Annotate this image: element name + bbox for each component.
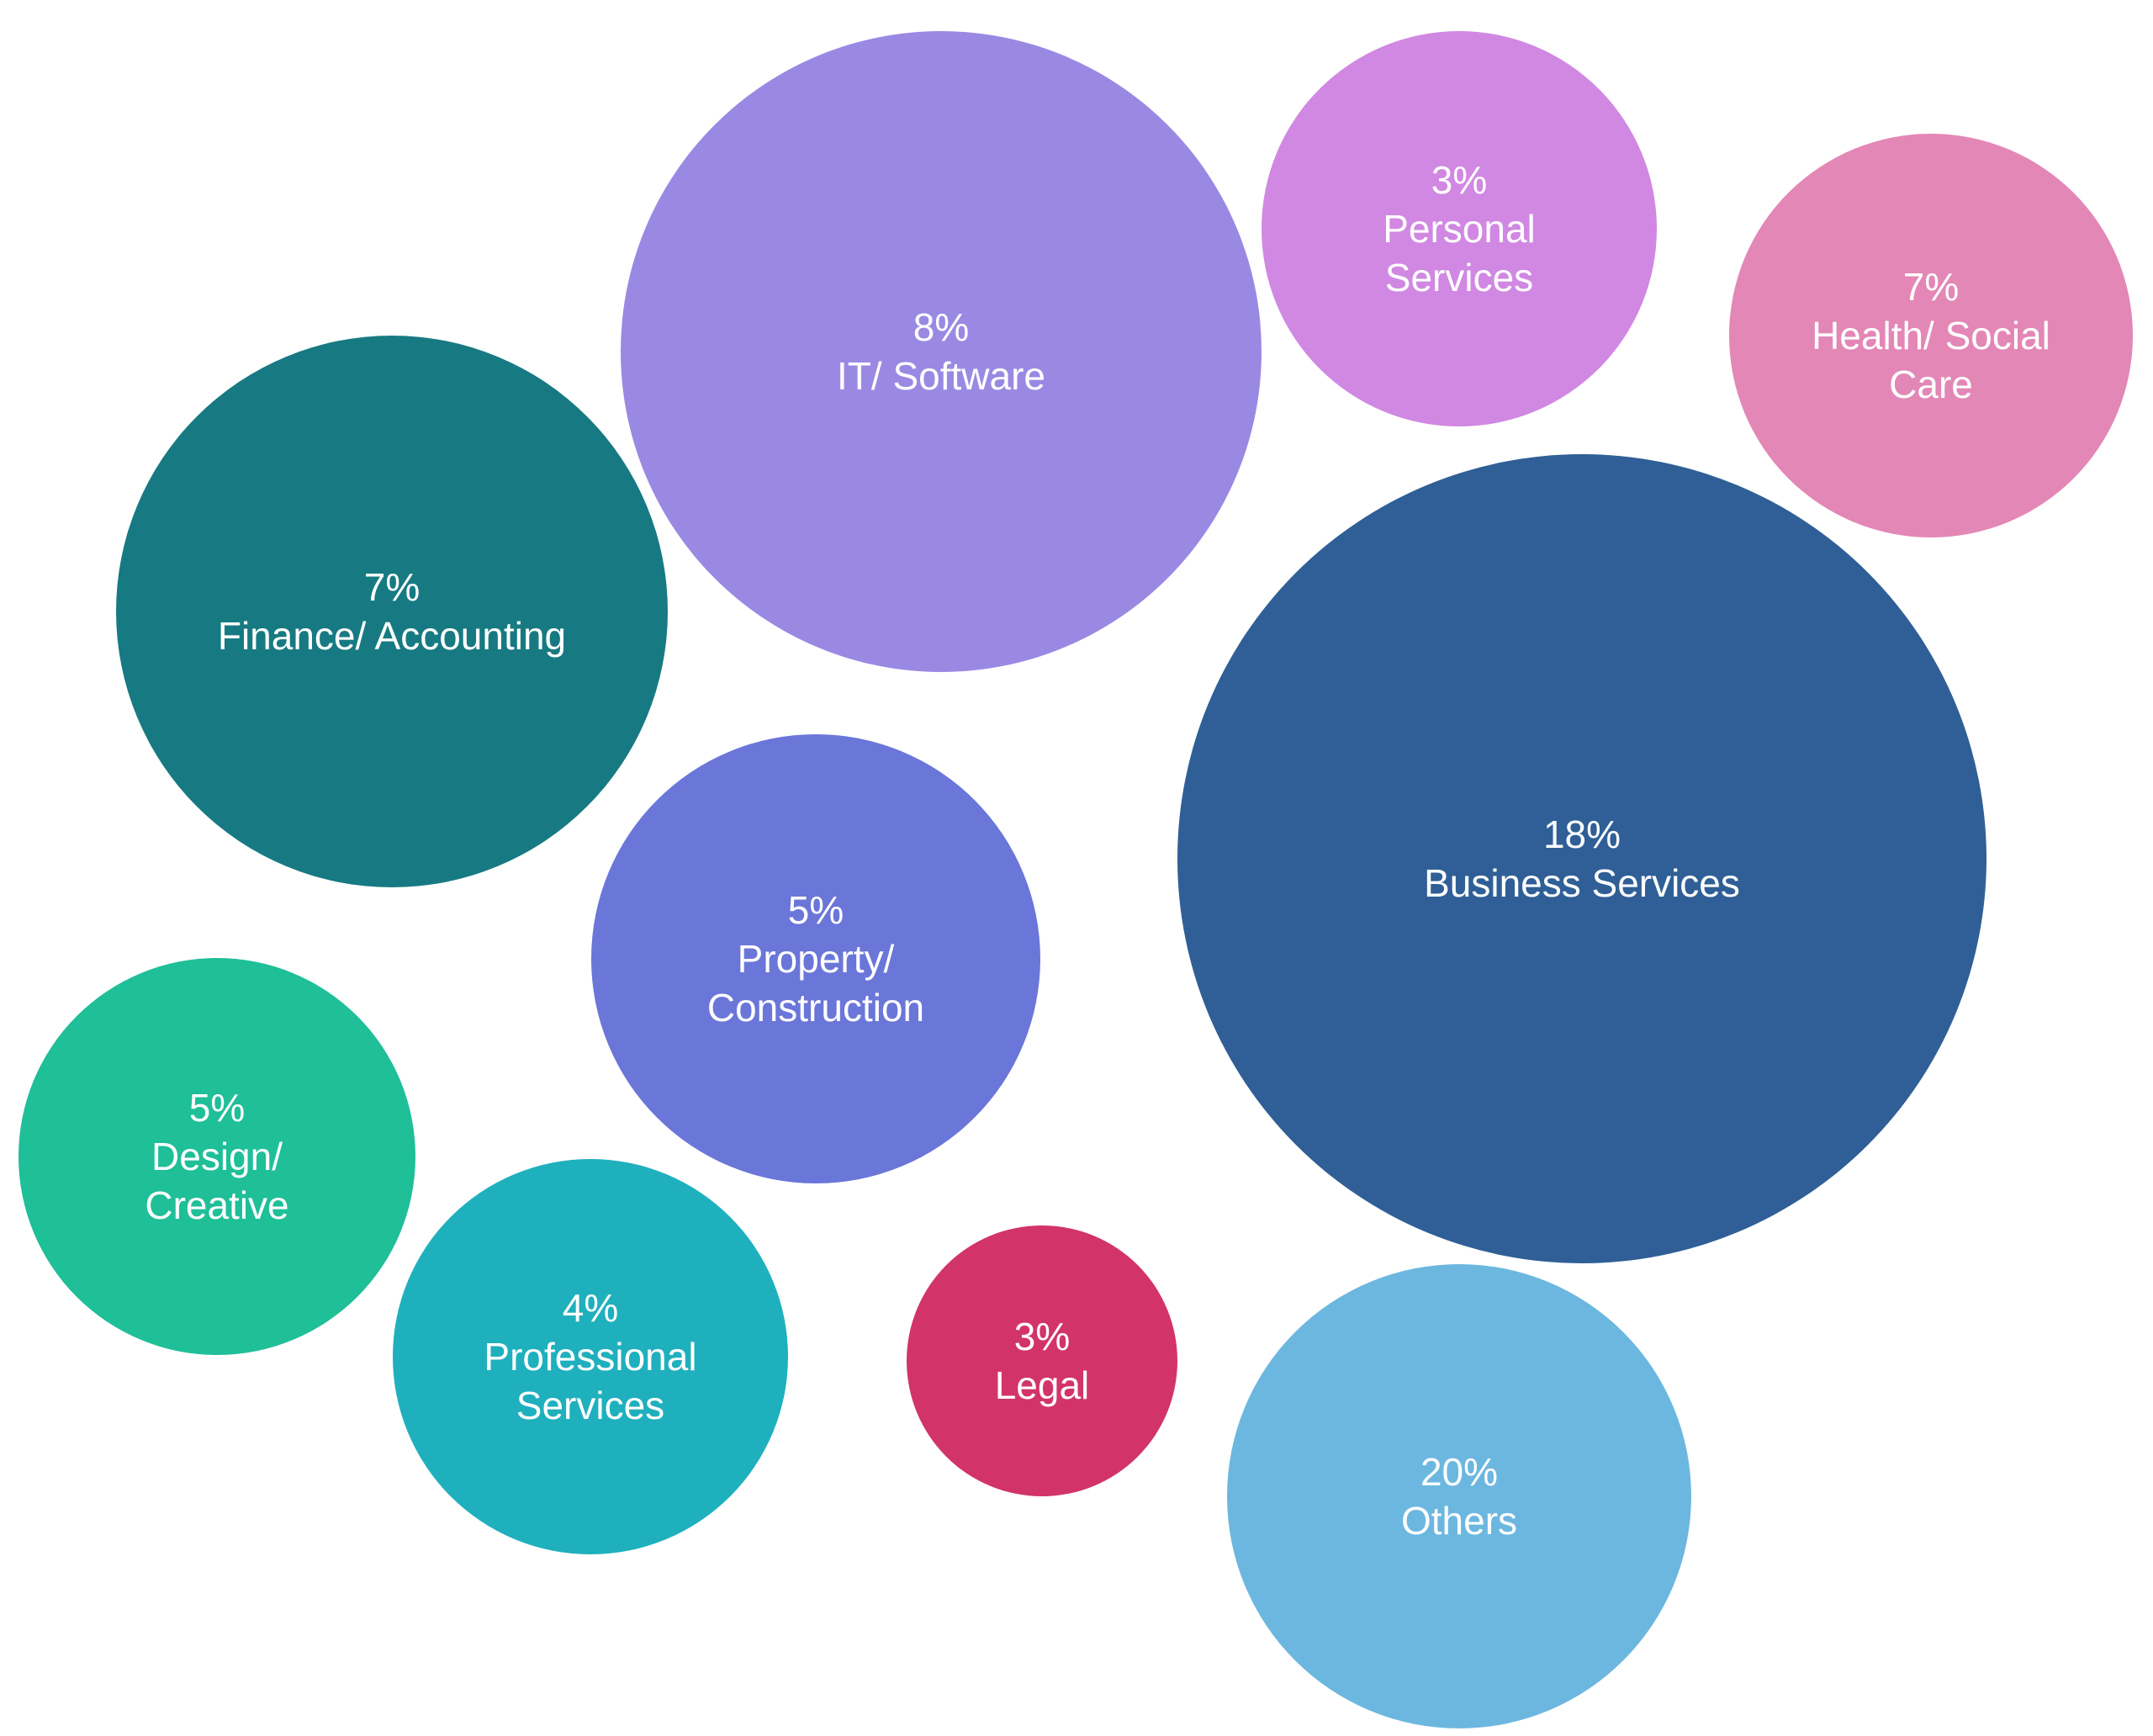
category-label: Health/ Social Care <box>1812 314 2050 406</box>
bubble: 3% Legal <box>907 1225 1177 1496</box>
value-label: 7% <box>363 565 421 609</box>
bubble-label: 5% Property/ Construction <box>673 886 959 1032</box>
bubble-label: 20% Others <box>1291 1448 1627 1545</box>
bubble-label: 3% Personal Services <box>1333 156 1585 302</box>
category-label: Legal <box>994 1363 1090 1407</box>
bubble: 18% Business Services <box>1177 454 1986 1263</box>
bubble: 8% IT/ Software <box>621 31 1262 672</box>
category-label: Professional Services <box>484 1335 697 1427</box>
value-label: 20% <box>1420 1450 1499 1494</box>
category-label: Business Services <box>1424 861 1740 905</box>
bubble-label: 7% Health/ Social Care <box>1767 262 2095 409</box>
category-label: Personal Services <box>1383 207 1536 299</box>
category-label: Property/ Construction <box>706 937 925 1029</box>
bubble: 3% Personal Services <box>1262 31 1657 426</box>
bubble-label: 7% Finance/ Accounting <box>156 563 627 660</box>
bubble: 7% Health/ Social Care <box>1729 134 2133 537</box>
value-label: 3% <box>1431 158 1488 202</box>
bubble-label: 4% Professional Services <box>447 1283 733 1430</box>
bubble: 5% Property/ Construction <box>591 734 1040 1183</box>
category-label: Others <box>1400 1499 1518 1543</box>
value-label: 8% <box>913 305 970 349</box>
value-label: 5% <box>188 1086 246 1130</box>
value-label: 5% <box>787 888 844 932</box>
bubble-label: 18% Business Services <box>1321 810 1843 908</box>
bubble-label: 3% Legal <box>950 1312 1135 1410</box>
value-label: 18% <box>1542 812 1621 856</box>
value-label: 3% <box>1013 1315 1071 1358</box>
bubble-label: 5% Design/ Creative <box>108 1083 326 1230</box>
bubble: 20% Others <box>1227 1264 1691 1728</box>
value-label: 7% <box>1902 265 1960 309</box>
category-label: Design/ Creative <box>145 1135 289 1227</box>
bubble: 5% Design/ Creative <box>19 958 415 1355</box>
category-label: IT/ Software <box>837 354 1045 398</box>
bubble-label: 8% IT/ Software <box>722 303 1160 400</box>
bubble: 4% Professional Services <box>393 1159 788 1554</box>
category-label: Finance/ Accounting <box>217 614 567 658</box>
value-label: 4% <box>562 1286 619 1330</box>
bubble: 7% Finance/ Accounting <box>116 336 668 887</box>
